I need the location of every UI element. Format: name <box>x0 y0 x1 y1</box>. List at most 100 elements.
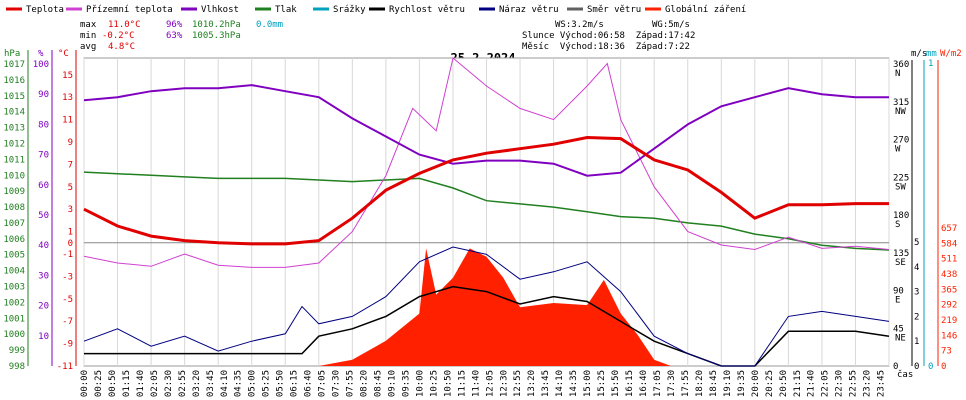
press-tick: 1015 <box>3 92 25 102</box>
time-tick: 06:15 <box>290 370 300 397</box>
hum-tick: 100 <box>33 60 49 70</box>
axes: hPa% °C9989991000100110021003100410051006… <box>3 49 961 397</box>
time-tick: 05:25 <box>262 370 272 397</box>
wind-tick: 5 <box>914 238 919 248</box>
wind-tick: 4 <box>914 263 919 273</box>
press-tick: 1004 <box>3 267 25 277</box>
dir-tick: 315 <box>893 98 909 108</box>
press-tick: 1005 <box>3 251 25 261</box>
time-tick: 19:10 <box>723 370 733 397</box>
temp-tick: -1 <box>62 250 73 260</box>
time-tick: 01:40 <box>136 370 146 397</box>
press-tick: 999 <box>9 346 25 356</box>
temp-tick: 11 <box>62 116 73 126</box>
time-tick: 15:00 <box>583 370 593 397</box>
temp-tick: -9 <box>62 340 73 350</box>
hum-tick: 30 <box>38 271 49 281</box>
time-tick: 05:00 <box>248 370 258 397</box>
time-tick: 18:20 <box>695 370 705 397</box>
press-tick: 1003 <box>3 283 25 293</box>
dir-label: N <box>895 69 900 79</box>
hum-tick: 10 <box>38 332 49 342</box>
time-tick: 20:00 <box>751 370 761 397</box>
time-tick: 10:00 <box>415 370 425 397</box>
rad-tick: 438 <box>941 270 957 280</box>
rad-tick: 219 <box>941 316 957 326</box>
legend-label: Tlak <box>275 5 297 15</box>
temp-tick: 0 <box>68 239 73 249</box>
temp-tick: 7 <box>68 160 73 170</box>
hum-tick: 70 <box>38 151 49 161</box>
time-tick: 08:20 <box>360 370 370 397</box>
time-tick: 12:55 <box>513 370 523 397</box>
time-tick: 15:50 <box>611 370 621 397</box>
rad-tick: 292 <box>941 301 957 311</box>
time-tick: 03:20 <box>192 370 202 397</box>
time-tick: 23:20 <box>863 370 873 397</box>
dir-tick: 360 <box>893 60 909 70</box>
press-tick: 1011 <box>3 155 25 165</box>
wind-tick: 3 <box>914 288 919 298</box>
press-unit: hPa <box>4 49 20 59</box>
legend-label: Přízemní teplota <box>86 5 173 15</box>
time-tick: 07:05 <box>318 370 328 397</box>
time-tick: 05:50 <box>276 370 286 397</box>
temp-tick: 9 <box>68 138 73 148</box>
legend-label: Náraz větru <box>499 5 559 15</box>
time-tick: 20:50 <box>779 370 789 397</box>
legend-label: Rychlost větru <box>389 5 465 15</box>
rad-tick: 365 <box>941 285 957 295</box>
press-tick: 1006 <box>3 235 25 245</box>
wind-unit: m/s <box>911 49 927 59</box>
press-tick: 1000 <box>3 330 25 340</box>
stat-max-press: 1010.2hPa <box>192 20 241 30</box>
time-tick: 12:30 <box>499 370 509 397</box>
stat-min-hum: 63% <box>166 31 183 41</box>
hum-unit: % <box>38 49 44 59</box>
time-tick: 10:25 <box>429 370 439 397</box>
rain-tick: 0 <box>928 362 933 372</box>
time-tick: 11:15 <box>457 370 467 397</box>
time-tick: 16:40 <box>639 370 649 397</box>
dir-label: NW <box>895 107 906 117</box>
press-tick: 1009 <box>3 187 25 197</box>
time-tick: 00:50 <box>108 370 118 397</box>
series-n-raz-v-tru <box>83 246 890 367</box>
rad-tick: 73 <box>941 347 952 357</box>
time-tick: 22:05 <box>821 370 831 397</box>
time-tick: 04:10 <box>220 370 230 397</box>
time-tick: 00:00 <box>80 370 90 397</box>
press-tick: 1008 <box>3 203 25 213</box>
temp-tick: -5 <box>62 295 73 305</box>
info-sun: Slunce Východ:06:58 Západ:17:42 <box>522 31 695 41</box>
stat-rain: 0.0mm <box>256 20 283 30</box>
time-tick: 08:45 <box>373 370 383 397</box>
temp-tick: 13 <box>62 93 73 103</box>
temp-tick: -7 <box>62 317 73 327</box>
dir-tick: 0 <box>893 362 898 372</box>
time-tick: 07:55 <box>346 370 356 397</box>
temp-unit: °C <box>58 49 69 59</box>
rad-tick: 0 <box>941 362 946 372</box>
press-tick: 1014 <box>3 108 25 118</box>
time-tick: 17:30 <box>667 370 677 397</box>
time-tick: 03:45 <box>206 370 216 397</box>
time-tick: 19:35 <box>737 370 747 397</box>
rad-unit: W/m2 <box>940 49 962 59</box>
time-tick: 02:30 <box>164 370 174 397</box>
legend-label: Vlhkost <box>201 5 239 15</box>
rad-tick: 657 <box>941 224 957 234</box>
series-p-zemn-teplota <box>83 57 890 268</box>
temp-tick: 1 <box>68 228 73 238</box>
temp-tick: 15 <box>62 71 73 81</box>
stat-min-label: min <box>80 31 96 41</box>
hum-tick: 20 <box>38 302 49 312</box>
rain-unit: mm <box>926 49 937 59</box>
press-tick: 1007 <box>3 219 25 229</box>
dir-label: S <box>895 220 900 230</box>
stat-max-temp: 11.0°C <box>108 20 141 30</box>
press-tick: 1012 <box>3 139 25 149</box>
stat-avg-temp: 4.8°C <box>108 42 135 52</box>
press-tick: 1017 <box>3 60 25 70</box>
rain-tick: 1 <box>928 59 933 69</box>
